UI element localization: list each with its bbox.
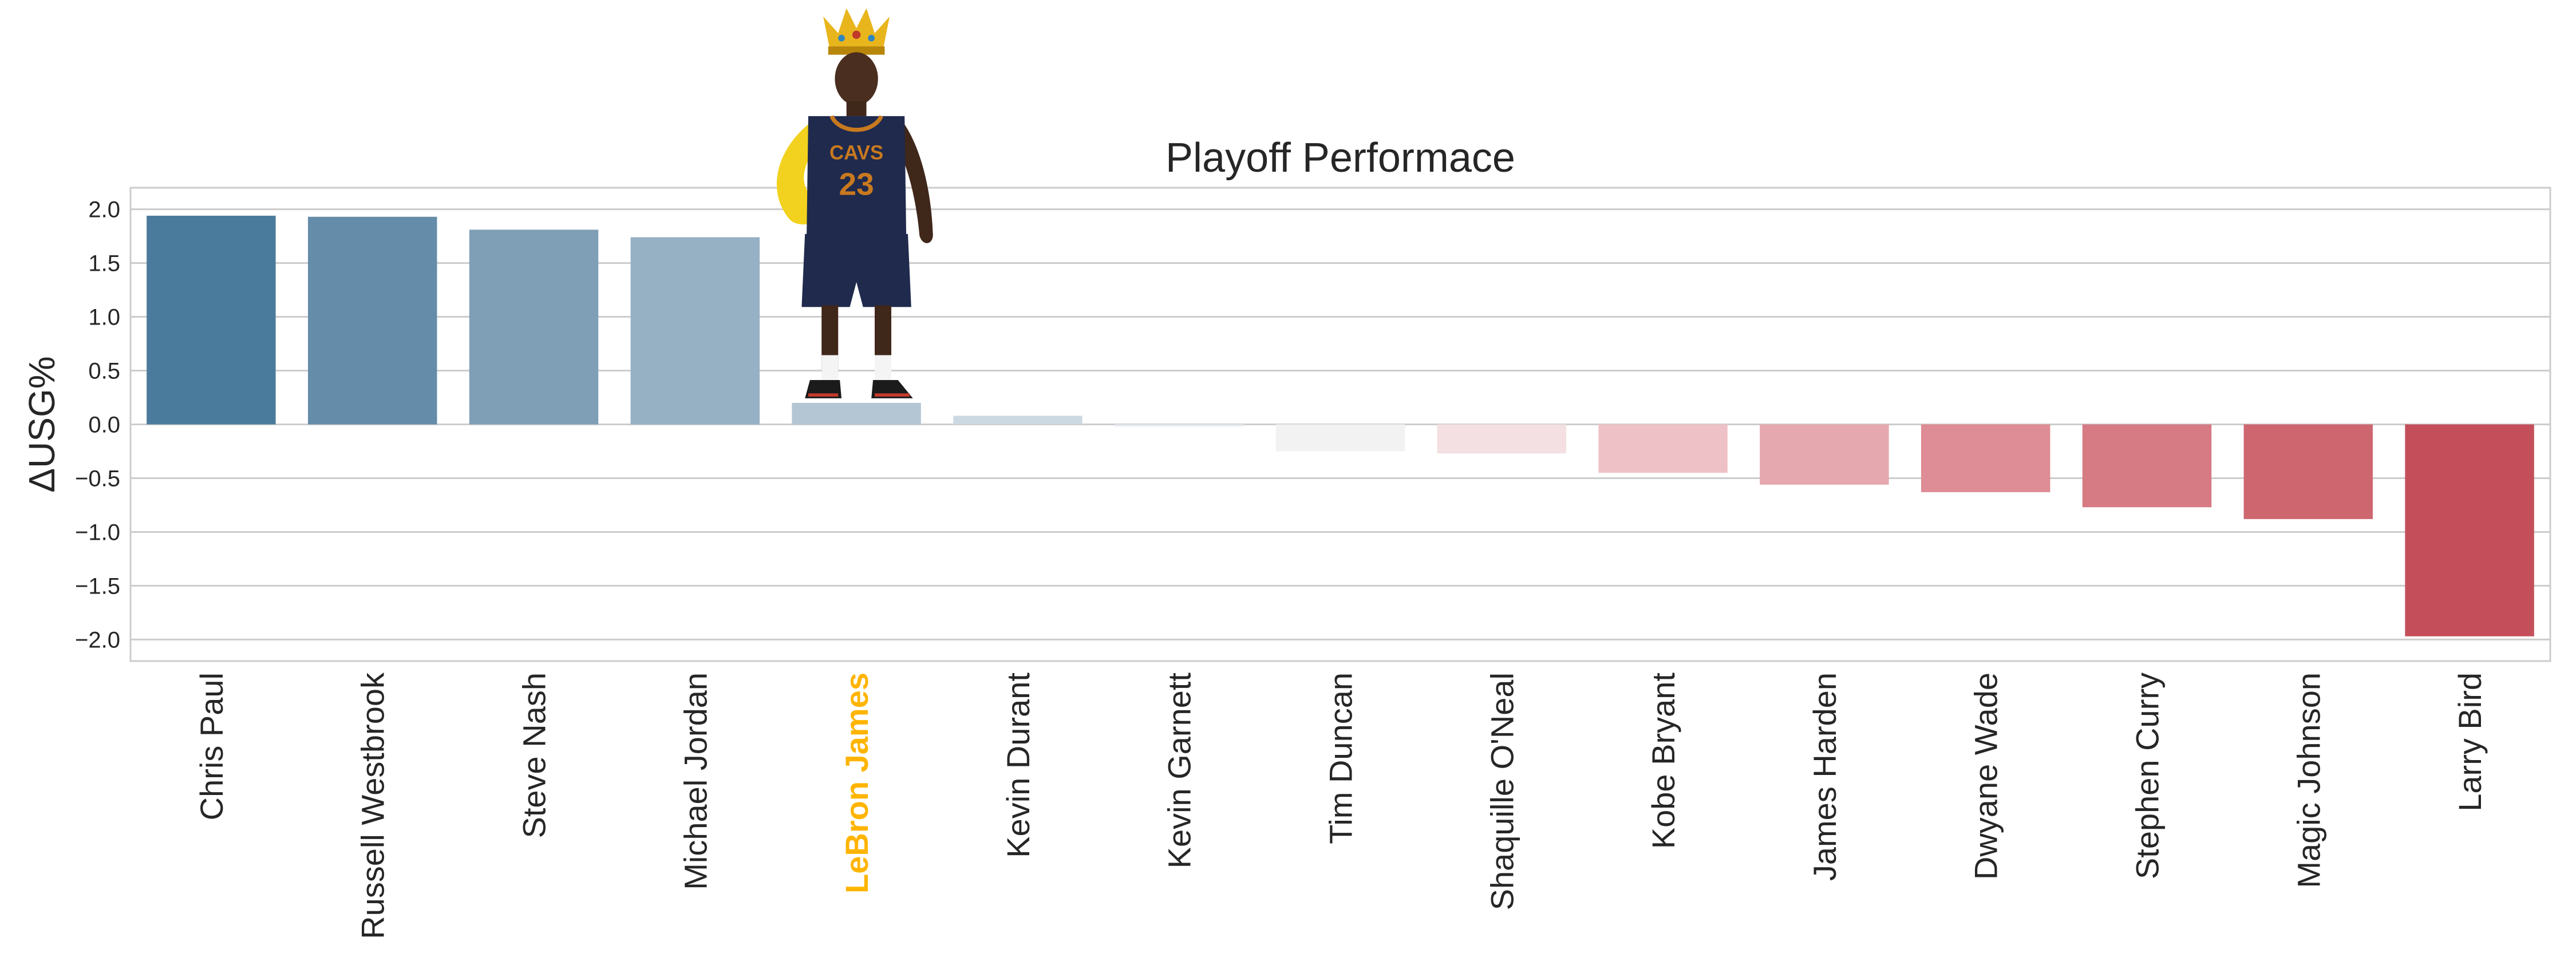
x-tick-label: Magic Johnson [2290, 673, 2326, 888]
bar [2405, 424, 2534, 636]
bar [1921, 424, 2050, 492]
bar [1437, 424, 1567, 454]
y-tick-label: −0.5 [75, 466, 120, 491]
basketball-player-with-crown-icon: CAVS 23 [776, 8, 933, 398]
x-tick-label: Shaquille O'Neal [1484, 673, 1520, 910]
x-tick-label: Russell Westbrook [355, 672, 391, 939]
x-tick-label: Kevin Garnett [1161, 673, 1198, 869]
y-tick-label: −1.5 [75, 573, 120, 599]
bar [630, 237, 760, 425]
bar [147, 215, 276, 425]
bars [147, 215, 2534, 636]
bar [1114, 424, 1244, 427]
y-tick-label: 1.5 [88, 251, 120, 276]
y-tick-label: 0.0 [88, 413, 120, 438]
crown-icon [823, 8, 890, 55]
bar [2082, 424, 2212, 508]
x-tick-label: Kevin Durant [1000, 673, 1036, 858]
x-tick-label: James Harden [1807, 673, 1843, 881]
jersey-number: 23 [839, 167, 874, 202]
bar [469, 230, 599, 425]
y-axis-label: ΔUSG% [21, 356, 62, 492]
bar [307, 216, 437, 425]
y-axis-ticks: 2.0 1.5 1.0 0.5 0.0 −0.5 −1.0 −1.5 −2.0 [75, 197, 120, 653]
y-tick-label: 1.0 [88, 305, 120, 330]
y-tick-label: −1.0 [75, 520, 120, 545]
y-tick-label: 2.0 [88, 197, 120, 223]
jersey-text: CAVS [829, 141, 883, 164]
y-tick-label: 0.5 [88, 359, 120, 384]
x-tick-label: Dwyane Wade [1968, 673, 2004, 880]
x-tick-label: Steve Nash [516, 673, 552, 838]
x-tick-label: LeBron James [839, 673, 875, 893]
bar [792, 402, 921, 425]
bar [1598, 424, 1728, 473]
bar [1275, 424, 1405, 452]
bar [953, 416, 1082, 425]
x-axis-labels: Chris Paul Russell Westbrook Steve Nash Mic… [193, 672, 2488, 939]
bar [1760, 424, 1889, 485]
x-tick-label: Kobe Bryant [1645, 673, 1681, 849]
x-tick-label: Larry Bird [2452, 673, 2488, 812]
x-tick-label: Michael Jordan [677, 673, 713, 890]
y-tick-label: −2.0 [75, 627, 120, 652]
x-tick-label: Tim Duncan [1323, 673, 1359, 844]
bar [2243, 424, 2373, 519]
x-tick-label: Chris Paul [193, 673, 230, 820]
x-tick-label: Stephen Curry [2129, 673, 2166, 879]
chart-title: Playoff Performace [1165, 135, 1515, 181]
